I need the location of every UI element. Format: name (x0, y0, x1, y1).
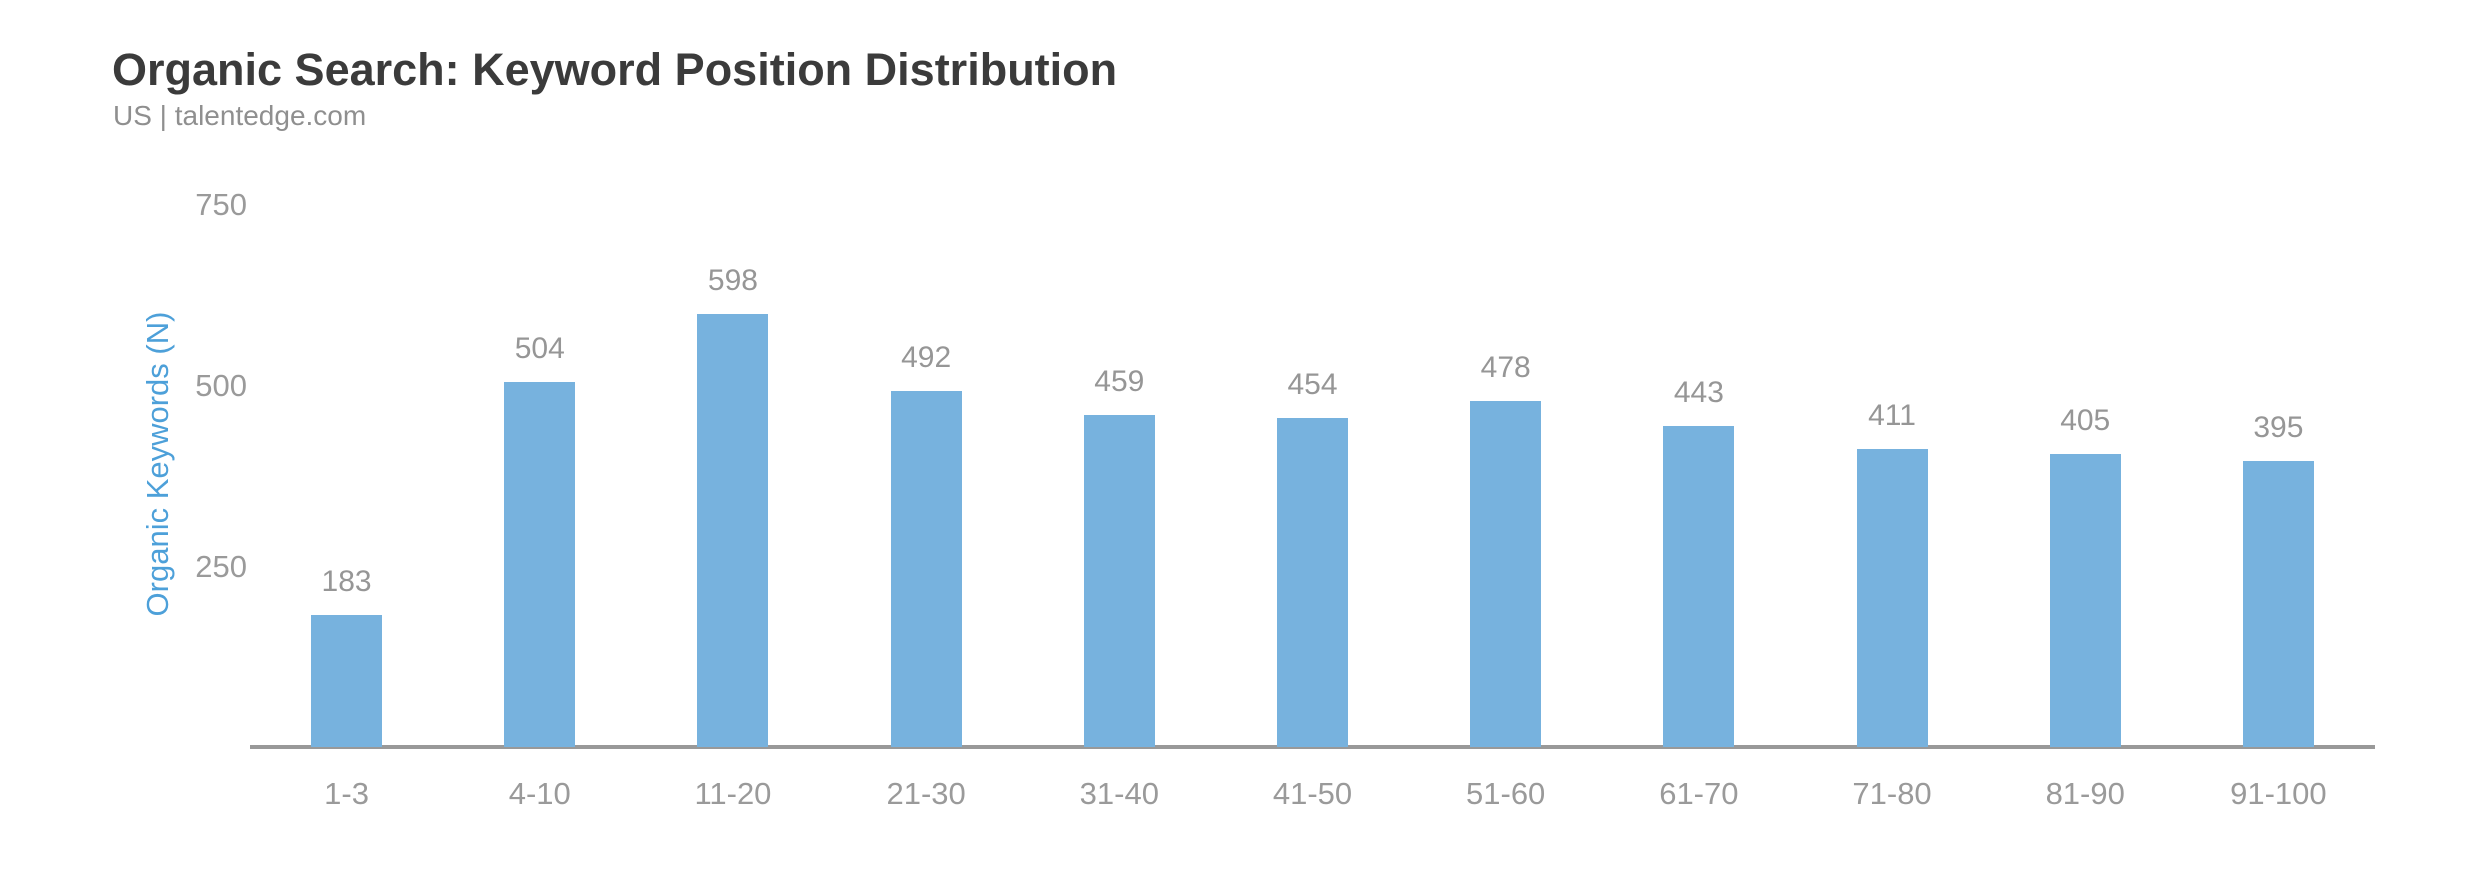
bar-value-label: 598 (707, 264, 758, 298)
y-tick-label: 250 (195, 549, 247, 584)
bar-31-40[interactable] (1083, 414, 1155, 747)
x-tick-label: 31-40 (1079, 776, 1159, 811)
bar-11-20[interactable] (697, 314, 769, 747)
bar-value-label: 405 (2060, 403, 2111, 437)
bar-value-label: 478 (1480, 350, 1531, 384)
bar-value-label: 443 (1673, 376, 1724, 410)
bar-21-30[interactable] (890, 390, 962, 747)
bar-value-label: 454 (1287, 368, 1338, 402)
bar-91-100[interactable] (2242, 461, 2314, 747)
x-tick-label: 81-90 (2045, 776, 2125, 811)
bar-value-label: 395 (2253, 411, 2304, 445)
bar-71-80[interactable] (1856, 449, 1928, 747)
bar-value-label: 183 (321, 564, 372, 598)
bar-4-10[interactable] (504, 382, 576, 747)
y-tick-label: 750 (195, 187, 247, 222)
x-tick-label: 41-50 (1272, 776, 1353, 811)
bar-1-3[interactable] (311, 614, 383, 747)
x-tick-label: 21-30 (886, 776, 966, 811)
bar-61-70[interactable] (1663, 426, 1735, 747)
chart-title: Organic Search: Keyword Position Distrib… (112, 44, 1118, 95)
bar-81-90[interactable] (2049, 453, 2121, 747)
bar-value-label: 492 (901, 340, 952, 374)
bar-value-label: 459 (1094, 364, 1145, 398)
bar-51-60[interactable] (1470, 400, 1542, 747)
x-tick-label: 91-100 (2230, 776, 2327, 811)
x-tick-label: 11-20 (694, 776, 772, 811)
chart-subtitle: US | talentedge.com (113, 100, 367, 131)
x-tick-label: 71-80 (1852, 776, 1932, 811)
x-axis-line (250, 745, 2375, 749)
y-axis-label: Organic Keywords (N) (140, 311, 175, 617)
x-tick-label: 61-70 (1659, 776, 1739, 811)
bar-value-label: 504 (514, 332, 565, 366)
bar-value-label: 411 (1868, 399, 1916, 433)
x-tick-label: 1-3 (324, 776, 369, 811)
y-tick-label: 500 (195, 368, 247, 403)
x-tick-label: 4-10 (508, 776, 571, 811)
x-tick-label: 51-60 (1466, 776, 1546, 811)
bar-41-50[interactable] (1277, 418, 1348, 747)
